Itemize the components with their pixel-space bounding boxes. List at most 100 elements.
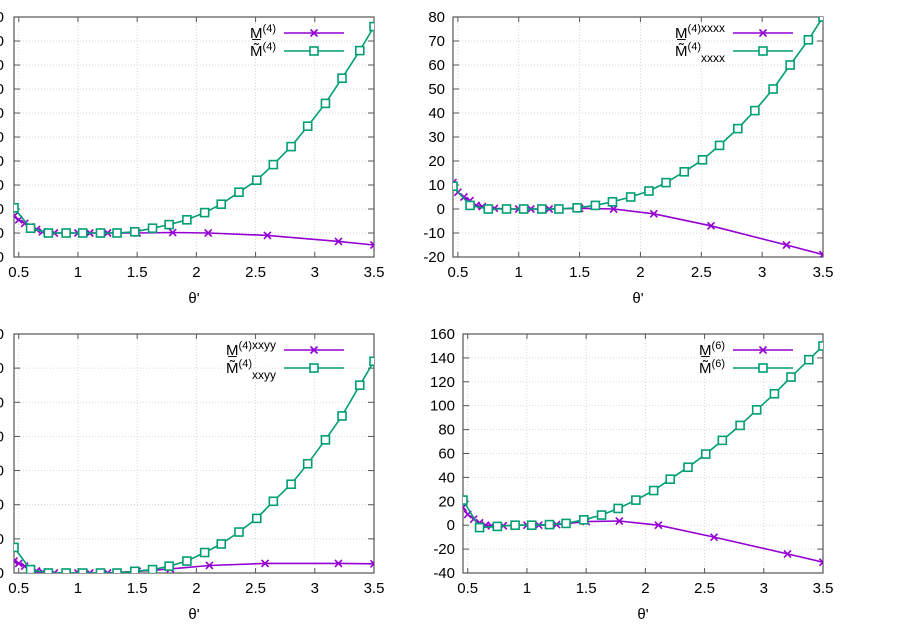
x-tick-label: 3 [311,580,319,597]
x-tick-label: 0.5 [457,580,478,597]
x-axis-label: θ' [632,290,643,307]
y-tick-label-cropped: 0 [0,201,4,218]
y-tick-label-cropped: 0 [0,360,4,377]
square-marker-icon [199,547,210,558]
x-marker-icon [334,559,343,568]
square-marker-icon [337,73,347,83]
x-tick-label: 2 [192,580,200,597]
square-marker-icon [309,46,319,56]
legend-label: M̃(6) [699,358,725,377]
square-marker-icon [786,372,796,382]
square-marker-icon [25,564,36,573]
square-marker-icon [61,228,71,238]
y-tick-label: 140 [430,350,455,367]
square-marker-icon [554,204,564,214]
y-tick-label: -20 [433,541,455,558]
square-marker-icon [286,141,296,152]
x-tick-label: 1.5 [569,264,590,281]
square-marker-icon [147,223,158,233]
legend-symbol: M̲ [250,25,263,42]
square-marker-icon [302,458,313,469]
square-marker-icon [625,192,636,202]
square-marker-icon [182,556,192,566]
square-marker-icon [369,21,374,32]
square-marker-icon [95,568,106,573]
y-tick-label-cropped: 0 [0,177,4,194]
legend-label: M̲(4)xxxx [675,21,725,42]
legend-label: M̃(4) [250,41,276,60]
square-marker-icon [43,228,54,238]
y-tick-label-cropped: 0 [0,9,4,26]
square-marker-icon [77,228,88,238]
y-tick-label: 30 [428,129,445,146]
series-M [14,556,374,573]
y-tick-label: 80 [438,422,455,439]
x-marker-icon [818,250,823,257]
x-tick-label: 0.5 [8,580,29,597]
x-tick-label: 1.5 [127,580,148,597]
square-marker-icon [354,380,365,391]
legend-item: M̲(6) [699,340,793,359]
x-tick-label: 1 [515,264,523,281]
x-marker-icon [649,209,658,218]
square-marker-icon [302,121,313,131]
y-tick-label: -20 [423,249,445,266]
legend-item: M̲(4)xxxx [675,21,793,42]
x-marker-icon [204,228,213,238]
y-tick-label: 70 [428,33,445,50]
legend-label: M̃(4)xxyy [226,358,276,382]
square-marker-icon [613,503,623,514]
chart-bottom-left: 0.511.522.533.500000000θ'M̲(4)xxyyM̃(4)x… [0,326,384,623]
x-tick-label: 1 [74,580,82,597]
y-tick-label: 50 [428,81,445,98]
x-marker-icon [782,240,791,250]
x-marker-icon [14,559,23,568]
y-tick-label: 80 [428,9,445,26]
square-marker-icon [216,539,227,549]
x-tick-label: 3.5 [813,264,834,281]
legend-label: M̲(4) [250,23,276,42]
series-M-tilde [463,341,823,533]
square-marker-icon [251,513,262,524]
x-marker-icon [783,549,792,558]
square-marker-icon [717,435,728,446]
x-marker-icon [609,204,618,214]
legend-symbol: M̃ [250,43,263,60]
square-marker-icon [544,519,555,530]
x-tick-label: 2.5 [245,264,266,281]
y-tick-label: -40 [433,565,455,582]
series-line [463,345,823,529]
legend-subscript: xxyy [252,338,276,352]
x-marker-icon [615,516,624,526]
legend-superscript: (4) [263,23,276,35]
legend-subscript: xxyy [252,368,276,382]
series-M [463,503,823,567]
y-tick-label-cropped: 0 [0,225,4,242]
square-marker-icon [483,204,494,214]
square-marker-icon [474,522,485,533]
y-tick-label-cropped: 0 [0,531,4,548]
square-marker-icon [492,521,503,532]
y-tick-label: 60 [438,446,455,463]
y-tick-label: 40 [438,469,455,486]
square-marker-icon [112,228,122,238]
y-tick-label-cropped: 0 [0,394,4,411]
square-marker-icon [714,140,725,151]
x-axis-label: θ' [188,606,199,623]
chart-top-right: 0.5 1 1.5 2 2.5 3 3.5 -20 -10 0 10 20 30 40 50 60 70 80 θ'… [423,9,833,307]
square-marker-icon [758,363,768,373]
x-tick-label: 2 [192,264,200,281]
x-marker-icon [706,221,716,230]
legend-superscript: (6) [712,340,725,352]
legend-subscript: xxxx [701,21,725,35]
legend-label: M̲(6) [699,340,725,359]
legend-item: M̃(4)xxyy [226,358,344,382]
square-marker-icon [818,341,823,351]
y-tick-label-cropped: 0 [0,497,4,514]
x-tick-label: 1 [74,264,82,281]
x-marker-icon [260,559,270,568]
x-marker-icon [309,345,319,355]
